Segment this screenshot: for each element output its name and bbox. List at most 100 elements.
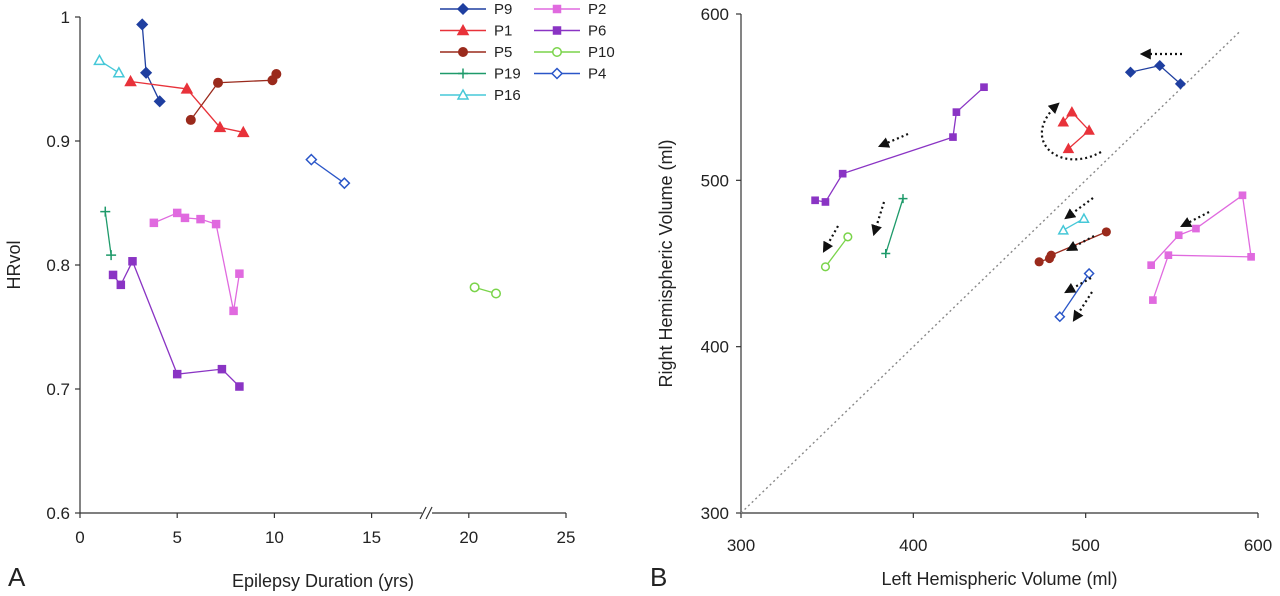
data-point: [1057, 224, 1070, 235]
data-point: [1078, 212, 1090, 223]
legend-label: P19: [494, 66, 521, 83]
legend-label: P4: [588, 66, 606, 83]
series-line: [1150, 194, 1252, 301]
x-tick-label: 0: [75, 528, 84, 547]
data-point: [180, 213, 190, 223]
y-tick-label: 1: [61, 8, 70, 27]
legend-marker: [458, 68, 468, 79]
x-tick-label: 25: [557, 528, 576, 547]
data-point: [217, 364, 227, 374]
series-p5: [1034, 227, 1111, 267]
data-point: [229, 306, 238, 316]
data-point: [898, 194, 908, 204]
series-p19: [100, 206, 117, 261]
data-point: [180, 82, 194, 94]
data-point: [1154, 60, 1166, 72]
y-axis-title: HRvol: [4, 240, 24, 289]
direction-arrow: [1064, 197, 1094, 220]
direction-arrow: [877, 132, 909, 148]
data-point: [196, 214, 205, 224]
data-point: [213, 77, 224, 88]
data-point: [1046, 250, 1056, 260]
data-point: [271, 69, 282, 80]
y-tick-label: 0.6: [46, 504, 70, 523]
data-point: [153, 95, 166, 108]
series-line: [190, 73, 277, 121]
data-point: [235, 382, 244, 391]
legend-item-p5: P5: [440, 44, 512, 61]
legend-item-p4: P4: [534, 66, 606, 83]
data-point: [211, 219, 221, 229]
direction-arrow: [1072, 291, 1093, 322]
data-point: [1247, 253, 1255, 261]
legend-marker: [456, 23, 470, 36]
data-point: [1062, 142, 1075, 154]
data-point: [469, 282, 480, 293]
axis-break-marks: [419, 506, 433, 520]
data-point: [1057, 116, 1070, 127]
data-point: [338, 177, 351, 190]
series-p2: [149, 208, 244, 316]
legend-label: P9: [494, 1, 512, 18]
data-point: [1147, 261, 1155, 269]
series-line: [310, 159, 345, 184]
data-point: [93, 53, 106, 66]
data-point: [843, 232, 853, 242]
x-tick-label: 10: [265, 528, 284, 547]
series-p5: [185, 69, 282, 125]
legend-marker: [552, 4, 562, 14]
series-p1: [1057, 106, 1095, 154]
legend-label: P2: [588, 1, 606, 18]
data-point: [1238, 191, 1247, 200]
data-point: [136, 18, 149, 31]
panel-label-b: B: [650, 562, 667, 592]
data-point: [1164, 251, 1173, 260]
data-point: [124, 74, 137, 87]
legend-label: P1: [494, 23, 512, 40]
data-point: [128, 257, 137, 266]
series-line: [130, 80, 244, 133]
data-point: [491, 288, 502, 299]
data-point: [106, 250, 117, 261]
series-line: [1130, 64, 1181, 85]
x-tick-label: 20: [459, 528, 478, 547]
series-line: [153, 212, 241, 312]
legend-item-p9: P9: [440, 1, 512, 18]
series-line: [1062, 111, 1091, 150]
direction-arrow: [822, 225, 839, 253]
legend-item-p2: P2: [534, 1, 606, 18]
direction-arrow: [1180, 211, 1210, 228]
data-point: [1174, 78, 1187, 90]
data-point: [235, 269, 244, 278]
series-p4: [305, 153, 351, 190]
identity-line: [740, 30, 1242, 514]
legend-marker: [458, 47, 468, 57]
series-p6: [811, 83, 988, 206]
legend-label: P6: [588, 23, 606, 40]
series-p16: [93, 53, 126, 78]
data-point: [980, 83, 988, 92]
legend-item-p19: P19: [440, 66, 521, 83]
series-line: [1059, 273, 1090, 318]
data-point: [820, 262, 831, 272]
data-point: [949, 133, 957, 141]
legend-item-p1: P1: [440, 23, 512, 40]
legend-label: P10: [588, 44, 615, 61]
x-tick-label: 300: [727, 536, 755, 555]
series-p10: [469, 282, 502, 299]
data-point: [1083, 267, 1095, 280]
data-point: [108, 270, 118, 280]
series-p1: [124, 74, 250, 138]
data-point: [881, 249, 891, 259]
data-point: [100, 206, 111, 217]
legend-label: P16: [494, 87, 521, 104]
data-point: [952, 108, 961, 116]
series-line: [141, 24, 161, 102]
x-tick-label: 400: [899, 536, 927, 555]
data-point: [1174, 231, 1183, 240]
series-p9: [1124, 60, 1187, 90]
data-point: [838, 169, 847, 178]
legend-marker: [550, 67, 564, 80]
y-tick-label: 400: [701, 338, 729, 357]
